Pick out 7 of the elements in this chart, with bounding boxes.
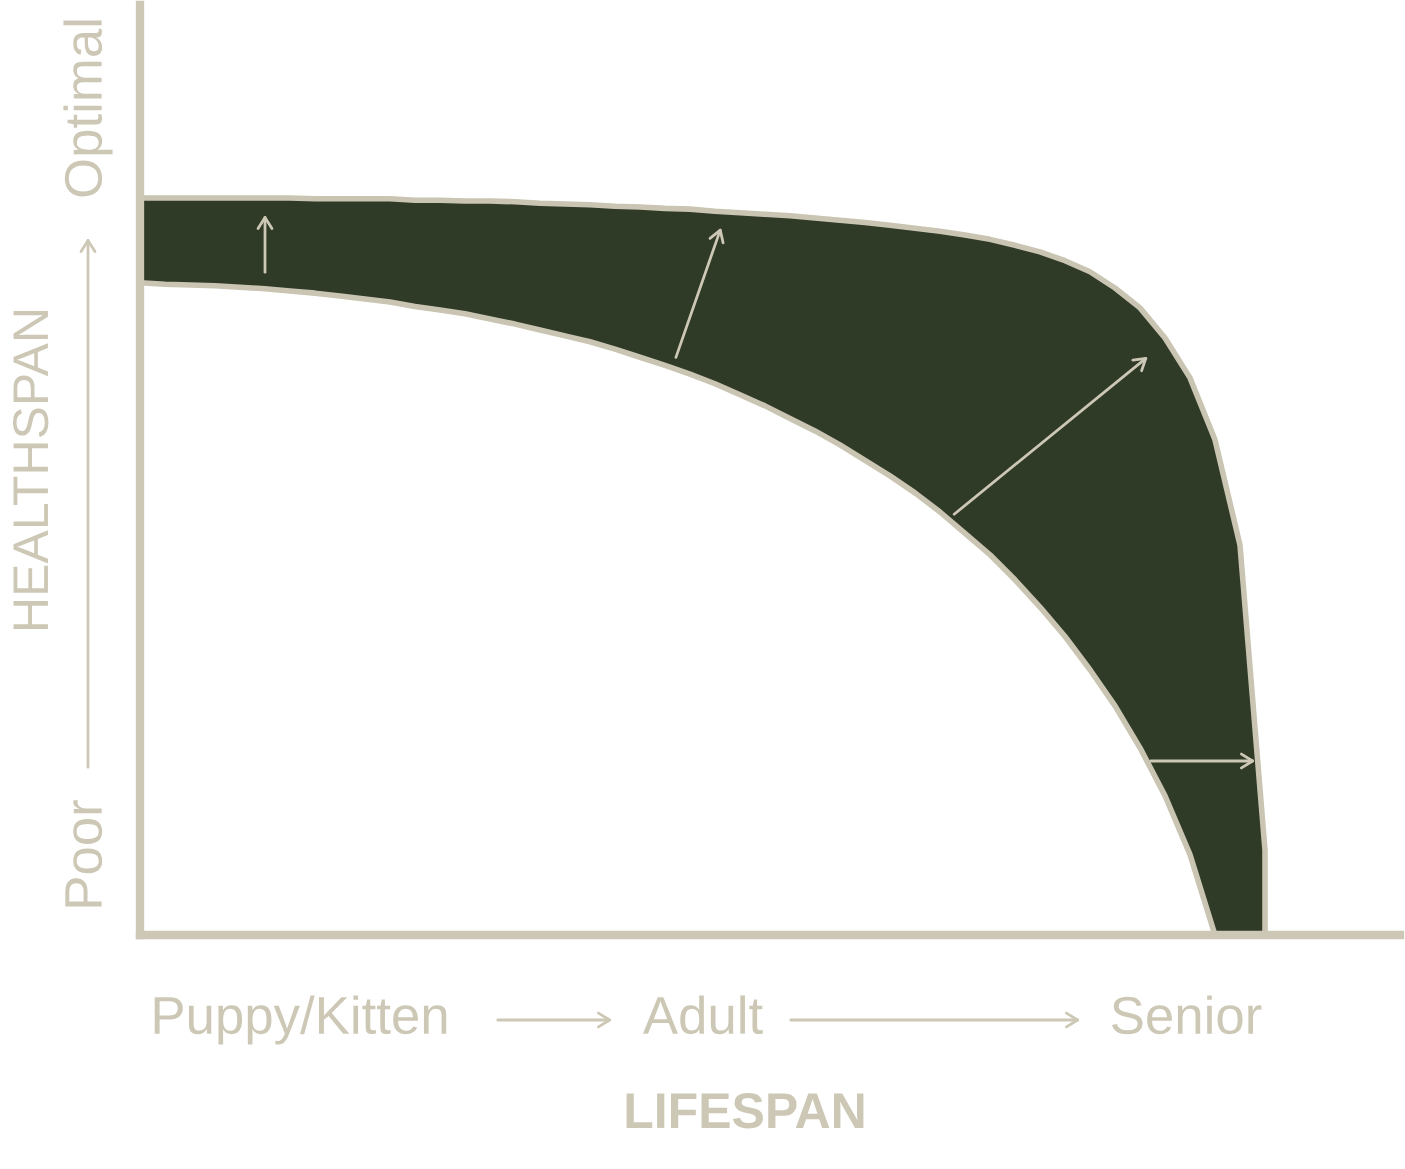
x-axis-title: LIFESPAN	[626, 1093, 864, 1129]
text: Adult	[642, 995, 763, 1035]
text: Poor	[65, 800, 103, 907]
y-axis-title: HEALTHSPAN	[13, 311, 49, 629]
text: Puppy/Kitten	[154, 995, 447, 1045]
text: Optimal	[63, 20, 113, 197]
text: Senior	[1112, 995, 1262, 1035]
